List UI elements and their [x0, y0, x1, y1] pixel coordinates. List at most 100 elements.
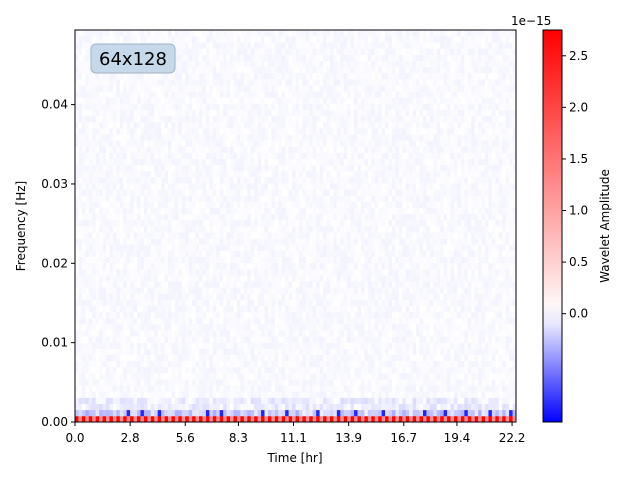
heatmap-cell [309, 391, 314, 398]
heatmap-cell [305, 385, 310, 392]
heatmap-cell [102, 311, 107, 319]
heatmap-cell [81, 317, 86, 325]
heatmap-cell [264, 238, 269, 245]
heatmap-cell [340, 213, 345, 221]
heatmap-cell [426, 342, 431, 349]
heatmap-cell [281, 281, 286, 288]
heatmap-cell [264, 250, 269, 257]
heatmap-cell [381, 287, 386, 294]
heatmap-cell [395, 275, 400, 282]
heatmap-cell [192, 207, 196, 215]
heatmap-cell [447, 360, 451, 368]
heatmap-cell [488, 415, 493, 423]
heatmap-cell [240, 385, 245, 392]
heatmap-cell [168, 354, 172, 362]
heatmap-cell [395, 213, 400, 221]
heatmap-cell [453, 268, 458, 276]
heatmap-cell [150, 232, 155, 239]
heatmap-cell [164, 336, 169, 343]
heatmap-cell [471, 330, 476, 337]
heatmap-cell [188, 373, 193, 380]
heatmap-cell [202, 207, 207, 215]
heatmap-cell [395, 195, 400, 202]
heatmap-cell [92, 403, 97, 411]
heatmap-cell [336, 305, 341, 313]
heatmap-cell [147, 397, 152, 404]
heatmap-cell [185, 342, 190, 349]
heatmap-cell [168, 281, 172, 288]
heatmap-cell [395, 324, 400, 331]
heatmap-cell [305, 244, 310, 251]
heatmap-cell [233, 373, 238, 380]
heatmap-cell [295, 281, 300, 288]
heatmap-cell [440, 391, 444, 398]
heatmap-cell [374, 342, 379, 349]
heatmap-cell [460, 232, 465, 239]
heatmap-cell [491, 379, 496, 386]
heatmap-cell [147, 183, 152, 190]
heatmap-cell [367, 226, 372, 233]
heatmap-cell [99, 250, 103, 257]
heatmap-cell [164, 275, 169, 282]
heatmap-cell [236, 348, 241, 355]
heatmap-cell [474, 262, 479, 270]
heatmap-cell [157, 219, 162, 227]
heatmap-cell [154, 293, 159, 300]
heatmap-cell [474, 281, 479, 288]
heatmap-cell [102, 360, 107, 368]
heatmap-cell [267, 262, 272, 270]
heatmap-cell [164, 403, 169, 411]
heatmap-cell [112, 207, 117, 215]
heatmap-cell [243, 244, 248, 251]
heatmap-cell [509, 342, 513, 349]
heatmap-cell [391, 256, 396, 264]
heatmap-cell [436, 379, 441, 386]
heatmap-cell [123, 195, 128, 202]
heatmap-cell [274, 287, 279, 294]
heatmap-cell [385, 311, 389, 319]
heatmap-cell [174, 415, 179, 423]
heatmap-cell [133, 330, 138, 337]
heatmap-cell [257, 348, 262, 355]
heatmap-cell [447, 268, 451, 276]
heatmap-cell [247, 256, 252, 264]
heatmap-cell [271, 403, 276, 411]
heatmap-cell [474, 213, 479, 221]
heatmap-cell [429, 189, 434, 196]
heatmap-cell [340, 299, 345, 306]
heatmap-cell [164, 287, 169, 294]
heatmap-cell [433, 324, 438, 331]
heatmap-cell [147, 403, 152, 411]
heatmap-cell [360, 305, 365, 313]
heatmap-cell [340, 219, 345, 227]
heatmap-cell [326, 409, 331, 417]
heatmap-cell [81, 275, 86, 282]
heatmap-cell [502, 262, 507, 270]
heatmap-cell [150, 317, 155, 325]
heatmap-cell [484, 360, 489, 368]
heatmap-cell [405, 293, 410, 300]
heatmap-cell [250, 201, 255, 208]
heatmap-cell [367, 262, 372, 270]
heatmap-cell [298, 330, 303, 337]
heatmap-cell [467, 219, 472, 227]
heatmap-cell [378, 317, 382, 325]
heatmap-cell [271, 360, 276, 368]
heatmap-cell [85, 397, 90, 404]
heatmap-cell [484, 213, 489, 221]
heatmap-cell [278, 189, 283, 196]
heatmap-cell [278, 373, 283, 380]
heatmap-cell [512, 360, 517, 368]
heatmap-cell [474, 391, 479, 398]
heatmap-cell [106, 305, 110, 313]
heatmap-cell [174, 262, 179, 270]
heatmap-cell [168, 226, 172, 233]
heatmap-cell [267, 348, 272, 355]
heatmap-cell [264, 324, 269, 331]
heatmap-cell [174, 373, 179, 380]
heatmap-cell [233, 189, 238, 196]
heatmap-cell [181, 183, 186, 190]
heatmap-cell [316, 189, 320, 196]
heatmap-cell [422, 293, 427, 300]
heatmap-cell [495, 219, 500, 227]
